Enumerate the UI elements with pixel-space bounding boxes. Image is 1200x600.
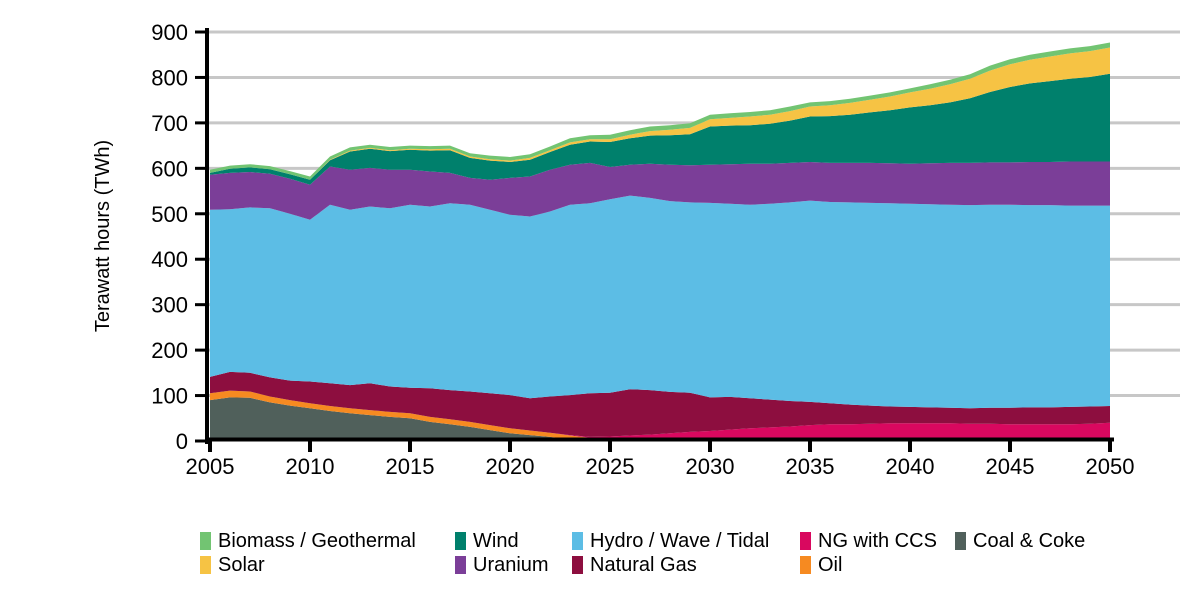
y-axis-title: Terawatt hours (TWh)	[92, 139, 114, 333]
y-tick	[195, 166, 205, 170]
y-tick-label: 800	[151, 65, 188, 90]
legend-item-natural-gas: Natural Gas	[572, 555, 769, 575]
x-tick	[1108, 441, 1112, 452]
y-axis-line	[205, 28, 209, 444]
legend-label-oil: Oil	[818, 554, 843, 576]
x-tick	[508, 441, 512, 452]
legend-swatch-wind	[455, 532, 466, 550]
x-tick-label: 2050	[1086, 454, 1135, 479]
x-tick	[908, 441, 912, 452]
x-tick	[808, 441, 812, 452]
area-ng-with-ccs	[210, 390, 1110, 440]
legend-swatch-oil	[800, 556, 811, 574]
x-tick	[1008, 441, 1012, 452]
legend-swatch-hydro-wave-tidal	[572, 532, 583, 550]
legend-item-hydro-wave-tidal: Hydro / Wave / Tidal	[572, 531, 769, 551]
legend-item-oil: Oil	[800, 555, 937, 575]
legend-swatch-natural-gas	[572, 556, 583, 574]
legend-column: Hydro / Wave / Tidal Natural Gas	[572, 531, 769, 575]
legend-column: NG with CCS Oil	[800, 531, 937, 575]
y-tick	[195, 348, 205, 352]
stacked-area-chart: 0 100 200 300 400 500 600 700 800 900 2005 2010 2015…	[151, 20, 1180, 479]
y-tick	[195, 75, 205, 79]
legend-label-coal-coke: Coal & Coke	[973, 530, 1086, 552]
legend-item-uranium: Uranium	[455, 555, 549, 575]
area-coal-coke	[210, 397, 1110, 441]
x-tick-label: 2015	[386, 454, 435, 479]
y-tick	[195, 303, 205, 307]
legend-label-solar: Solar	[218, 554, 265, 576]
y-tick	[195, 257, 205, 261]
x-tick	[408, 441, 412, 452]
legend-column: Biomass / Geothermal Solar	[200, 531, 416, 575]
area-oil	[210, 390, 1110, 441]
x-tick-label: 2035	[786, 454, 835, 479]
legend-label-wind: Wind	[473, 530, 519, 552]
y-tick	[195, 394, 205, 398]
y-tick-label: 100	[151, 384, 188, 409]
y-tick	[195, 121, 205, 125]
legend-swatch-uranium	[455, 556, 466, 574]
x-tick	[608, 441, 612, 452]
x-tick-label: 2040	[886, 454, 935, 479]
y-tick-label: 400	[151, 247, 188, 272]
x-tick-label: 2025	[586, 454, 635, 479]
y-tick	[195, 212, 205, 216]
x-tick-label: 2005	[186, 454, 235, 479]
y-tick-label: 300	[151, 293, 188, 318]
legend-item-biomass-geothermal: Biomass / Geothermal	[200, 531, 416, 551]
area-hydro-wave-tidal	[210, 195, 1110, 409]
x-axis-line	[205, 437, 1114, 442]
legend-label-hydro-wave-tidal: Hydro / Wave / Tidal	[590, 530, 770, 552]
area-natural-gas	[210, 371, 1110, 437]
x-tick-label: 2010	[286, 454, 335, 479]
area-wind	[210, 73, 1110, 185]
legend-swatch-solar	[200, 556, 211, 574]
legend-swatch-coal-coke	[955, 532, 966, 550]
y-tick-label: 0	[176, 429, 188, 454]
y-tick-label: 200	[151, 338, 188, 363]
y-tick-label: 500	[151, 202, 188, 227]
legend-item-coal-coke: Coal & Coke	[955, 531, 1085, 551]
x-tick	[208, 441, 212, 452]
legend-swatch-ng-with-ccs	[800, 532, 811, 550]
x-tick	[708, 441, 712, 452]
legend-label-ng-with-ccs: NG with CCS	[818, 530, 937, 552]
x-tick	[308, 441, 312, 452]
legend-item-wind: Wind	[455, 531, 549, 551]
x-tick-label: 2045	[986, 454, 1035, 479]
legend-column: Wind Uranium	[455, 531, 549, 575]
legend-column: Coal & Coke	[955, 531, 1085, 551]
y-tick-label: 900	[151, 20, 188, 45]
legend-swatch-biomass-geothermal	[200, 532, 211, 550]
legend-label-biomass-geothermal: Biomass / Geothermal	[218, 530, 416, 552]
x-tick-label: 2020	[486, 454, 535, 479]
y-tick	[195, 439, 205, 443]
legend-item-solar: Solar	[200, 555, 416, 575]
x-tick-label: 2030	[686, 454, 735, 479]
legend-item-ng-with-ccs: NG with CCS	[800, 531, 937, 551]
legend-label-uranium: Uranium	[473, 554, 549, 576]
y-tick-label: 600	[151, 156, 188, 181]
y-tick	[195, 30, 205, 34]
area-uranium	[210, 161, 1110, 220]
y-tick-label: 700	[151, 111, 188, 136]
legend-label-natural-gas: Natural Gas	[590, 554, 697, 576]
